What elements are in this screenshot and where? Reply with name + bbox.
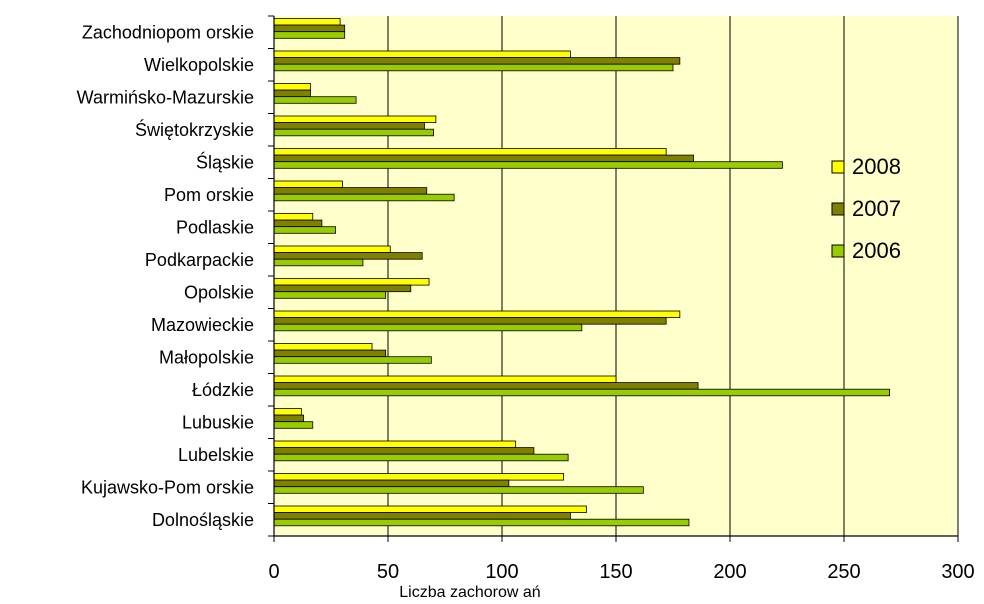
bar-2006 (273, 96, 357, 104)
legend-swatch-2008 (831, 160, 845, 174)
bar-2006 (273, 31, 346, 39)
bar-2006 (273, 161, 783, 169)
category-label: Mazowieckie (151, 315, 254, 335)
bar-2008 (273, 115, 437, 123)
bar-2008 (273, 343, 373, 351)
bar-2008 (273, 50, 571, 58)
bar-2007 (273, 219, 323, 228)
x-tick-label: 200 (713, 561, 746, 583)
y-tick-labels: Zachodniopom orskie Wielkopolskie Warmińsk… (77, 22, 254, 530)
bar-2007 (273, 382, 699, 390)
bar-2006 (273, 193, 455, 202)
bar-2007 (273, 349, 387, 358)
x-tick-label: 0 (268, 561, 279, 583)
x-tick-label: 250 (827, 561, 860, 583)
bar-2006 (273, 226, 336, 234)
bar-2008 (273, 148, 667, 156)
bar-2008 (273, 83, 311, 91)
bar-2006 (273, 258, 364, 267)
category-label: Pom orskie (164, 185, 254, 205)
bar-2006 (273, 518, 690, 527)
bar-2006 (273, 128, 435, 137)
axes (268, 15, 959, 542)
x-tick-label: 50 (377, 561, 399, 583)
bar-2006 (273, 291, 387, 299)
legend-label-2006: 2006 (852, 238, 901, 263)
category-label: Śląskie (196, 151, 254, 172)
bar-2008 (273, 473, 564, 481)
bar-2006 (273, 421, 314, 429)
category-label: Świętokrzyskie (135, 119, 254, 140)
bar-2008 (273, 213, 314, 221)
category-label: Zachodniopom orskie (82, 22, 254, 42)
category-label: Opolskie (184, 282, 254, 302)
bar-2006 (273, 453, 569, 462)
bar-2007 (273, 479, 510, 488)
bar-2008 (273, 245, 391, 253)
legend-label-2008: 2008 (852, 154, 901, 179)
bar-2008 (273, 180, 343, 188)
bar-2006 (273, 388, 890, 397)
category-label: Warmińsko-Mazurskie (77, 87, 254, 107)
bar-2007 (273, 252, 423, 260)
bar-2007 (273, 122, 425, 130)
bar-2008 (273, 310, 681, 318)
bars (273, 18, 890, 527)
bar-2006 (273, 63, 674, 72)
bar-2006 (273, 323, 583, 332)
gridlines (387, 16, 959, 536)
bar-2007 (273, 447, 535, 455)
category-label: Wielkopolskie (144, 55, 254, 75)
bar-2008 (273, 440, 517, 448)
bar-2007 (273, 89, 311, 98)
bar-2007 (273, 317, 667, 325)
category-label: Podkarpackie (145, 250, 254, 270)
legend-swatch-2007 (831, 202, 845, 216)
x-axis-label: Liczba zachorow ań (399, 584, 540, 601)
bar-2008 (273, 408, 302, 416)
bar-2007 (273, 57, 681, 65)
legend-swatch-2006 (831, 244, 845, 258)
bar-2008 (273, 278, 430, 286)
bar-2008 (273, 505, 587, 513)
bar-2007 (273, 512, 571, 520)
bar-2007 (273, 284, 412, 293)
x-tick-labels: 0 50 100 150 200 250 300 (268, 561, 974, 583)
category-label: Dolnośląskie (152, 510, 254, 530)
legend-label-2007: 2007 (852, 196, 901, 221)
category-label: Lubuskie (182, 412, 254, 432)
x-tick-label: 100 (485, 561, 518, 583)
x-tick-label: 150 (599, 561, 632, 583)
category-label: Lubelskie (178, 445, 254, 465)
category-label: Podlaskie (176, 217, 254, 237)
bar-2008 (273, 18, 341, 26)
x-tick-label: 300 (941, 561, 974, 583)
bar-2007 (273, 24, 346, 33)
bar-2007 (273, 414, 305, 423)
category-label: Łódzkie (192, 380, 254, 400)
legend: 2008 2007 2006 (831, 154, 901, 263)
bar-2006 (273, 356, 432, 364)
bar-2008 (273, 375, 617, 383)
category-label: Kujawsko-Pom orskie (81, 477, 254, 497)
bar-2007 (273, 154, 694, 163)
bar-2007 (273, 187, 428, 195)
category-label: Małopolskie (159, 347, 254, 367)
bar-2006 (273, 486, 644, 494)
